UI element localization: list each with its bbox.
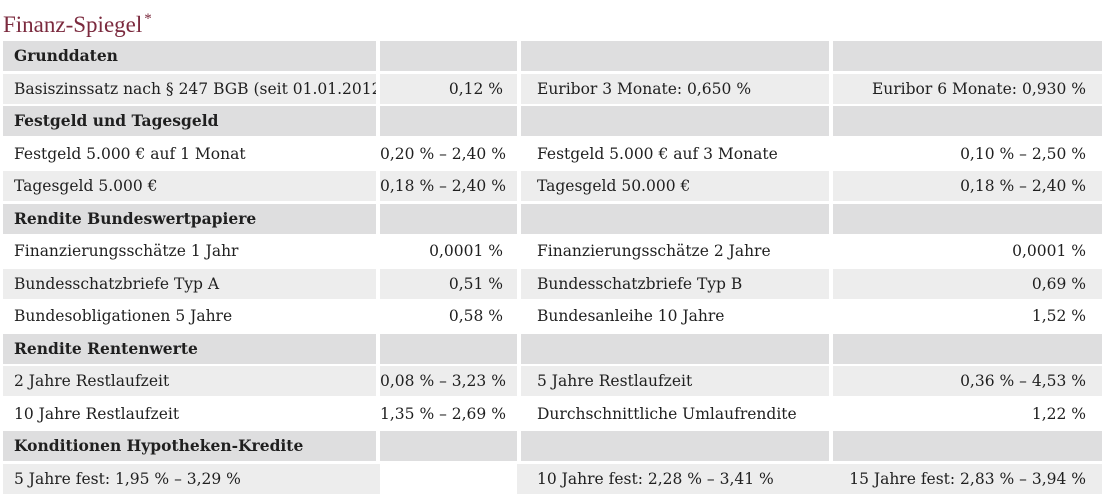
section-header-row: Festgeld und Tagesgeld [0,106,1102,139]
section-header-cell [833,203,1102,234]
section-header-cell [380,431,517,461]
title-text: Finanz-Spiegel [3,12,143,37]
row-value-left: 0,58 % [380,301,517,331]
row-label-right: 10 Jahre fest: 2,28 % – 3,41 % [521,463,833,494]
section-header-cell [521,41,829,71]
row-label-right: Durchschnittliche Umlaufrendite [521,398,829,429]
table-row: Festgeld 5.000 € auf 1 Monat 0,20 % – 2,4… [0,138,1102,172]
row-label-left: Basiszinssatz nach § 247 BGB (seit 01.01… [3,73,376,104]
row-label-right: 5 Jahre Restlaufzeit [521,366,829,396]
table-row: Basiszinssatz nach § 247 BGB (seit 01.01… [0,73,1102,107]
row-label-right: Euribor 3 Monate: 0,650 % [521,73,829,104]
row-label-right: Bundesanleihe 10 Jahre [521,301,829,331]
section-heading: Rendite Rentenwerte [3,333,376,364]
row-label-left: 10 Jahre Restlaufzeit [3,398,376,429]
row-label-right: Tagesgeld 50.000 € [521,171,829,201]
section-header-cell [521,203,829,234]
row-label-left: Bundesobligationen 5 Jahre [3,301,376,331]
row-value-right: 0,0001 % [833,236,1102,266]
row-value-right: 15 Jahre fest: 2,83 % – 3,94 % [833,463,1102,494]
row-value-right: 0,10 % – 2,50 % [833,138,1102,169]
row-value-left: 0,51 % [380,268,517,299]
section-header-cell [380,41,517,71]
table-row: 2 Jahre Restlaufzeit 0,08 % – 3,23 % 5 Jah… [0,366,1102,399]
row-label-right: Bundesschatzbriefe Typ B [521,268,829,299]
row-value-left: 0,12 % [380,73,517,104]
row-value-left: 0,20 % – 2,40 % [380,138,517,169]
row-value-right: 0,69 % [833,268,1102,299]
rates-table: Grunddaten Basiszinssatz nach § 247 BGB (… [0,41,1102,496]
row-value-right: 1,22 % [833,398,1102,429]
row-value-left [380,463,517,494]
row-value-left: 1,35 % – 2,69 % [380,398,517,429]
section-header-cell [521,431,829,461]
row-value-left: 0,08 % – 3,23 % [380,366,517,396]
section-header-cell [521,106,829,136]
row-label-right: Festgeld 5.000 € auf 3 Monate [521,138,829,169]
section-header-cell [380,333,517,364]
row-value-right: 0,18 % – 2,40 % [833,171,1102,201]
section-header-cell [521,333,829,364]
row-value-left: 0,0001 % [380,236,517,266]
section-header-cell [833,333,1102,364]
row-label-left: Bundesschatzbriefe Typ A [3,268,376,299]
section-header-cell [833,431,1102,461]
section-header-row: Rendite Rentenwerte [0,333,1102,367]
row-value-right: 0,36 % – 4,53 % [833,366,1102,396]
row-label-left: Tagesgeld 5.000 € [3,171,376,201]
section-header-cell [380,106,517,136]
table-row: Bundesschatzbriefe Typ A 0,51 % Bundesscha… [0,268,1102,302]
section-header-cell [833,41,1102,71]
section-heading: Konditionen Hypotheken-Kredite [3,431,376,461]
section-header-row: Konditionen Hypotheken-Kredite [0,431,1102,464]
table-row: Finanzierungsschätze 1 Jahr 0,0001 % Finan… [0,236,1102,269]
section-header-row: Rendite Bundeswertpapiere [0,203,1102,237]
table-row: 5 Jahre fest: 1,95 % – 3,29 % 10 Jahre fe… [0,463,1102,497]
row-value-left: 0,18 % – 2,40 % [380,171,517,201]
row-label-left: Finanzierungsschätze 1 Jahr [3,236,376,266]
section-header-row: Grunddaten [0,41,1102,74]
table-row: Tagesgeld 5.000 €0,18 % – 2,40 % Tagesgel… [0,171,1102,204]
section-heading: Festgeld und Tagesgeld [3,106,376,136]
section-heading: Rendite Bundeswertpapiere [3,203,376,234]
row-value-right: Euribor 6 Monate: 0,930 % [833,73,1102,104]
row-label-right: Finanzierungsschätze 2 Jahre [521,236,829,266]
section-heading: Grunddaten [3,41,376,71]
section-header-cell [833,106,1102,136]
page-title: Finanz-Spiegel * [3,2,152,37]
row-label-left: Festgeld 5.000 € auf 1 Monat [3,138,376,169]
title-footnote-marker: * [144,11,152,27]
row-value-right: 1,52 % [833,301,1102,331]
table-row: 10 Jahre Restlaufzeit 1,35 % – 2,69 % Durc… [0,398,1102,432]
section-header-cell [380,203,517,234]
table-row: Bundesobligationen 5 Jahre 0,58 % Bundesan… [0,301,1102,334]
row-label-left: 2 Jahre Restlaufzeit [3,366,376,396]
